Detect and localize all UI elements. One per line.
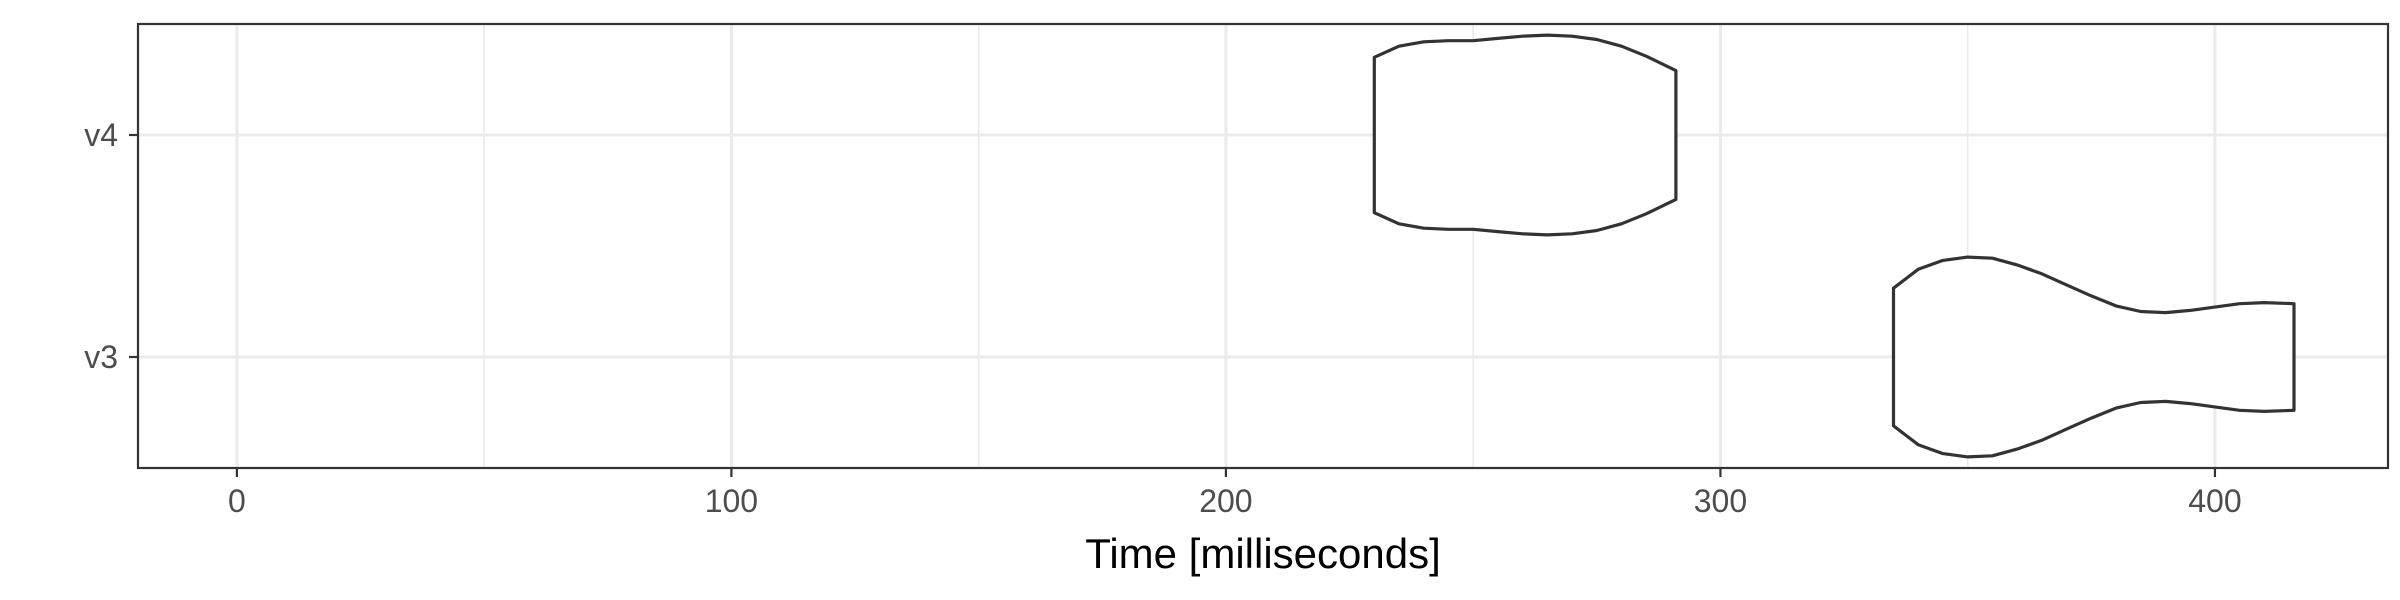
x-tick-label: 0 xyxy=(228,483,246,519)
y-axis: v3 v4 xyxy=(84,117,138,375)
y-tick-label: v4 xyxy=(84,117,118,153)
x-tick-label: 100 xyxy=(705,483,758,519)
violin-v3 xyxy=(1891,255,2296,459)
x-axis: 0 100 200 300 400 xyxy=(228,468,2242,519)
x-axis-title: Time [milliseconds] xyxy=(1085,530,1441,577)
violins xyxy=(1372,33,2296,459)
violin-v4 xyxy=(1372,33,1678,237)
x-tick-label: 300 xyxy=(1694,483,1747,519)
y-tick-label: v3 xyxy=(84,339,118,375)
x-tick-label: 400 xyxy=(2188,483,2241,519)
x-tick-label: 200 xyxy=(1199,483,1252,519)
panel-border xyxy=(136,22,2390,470)
